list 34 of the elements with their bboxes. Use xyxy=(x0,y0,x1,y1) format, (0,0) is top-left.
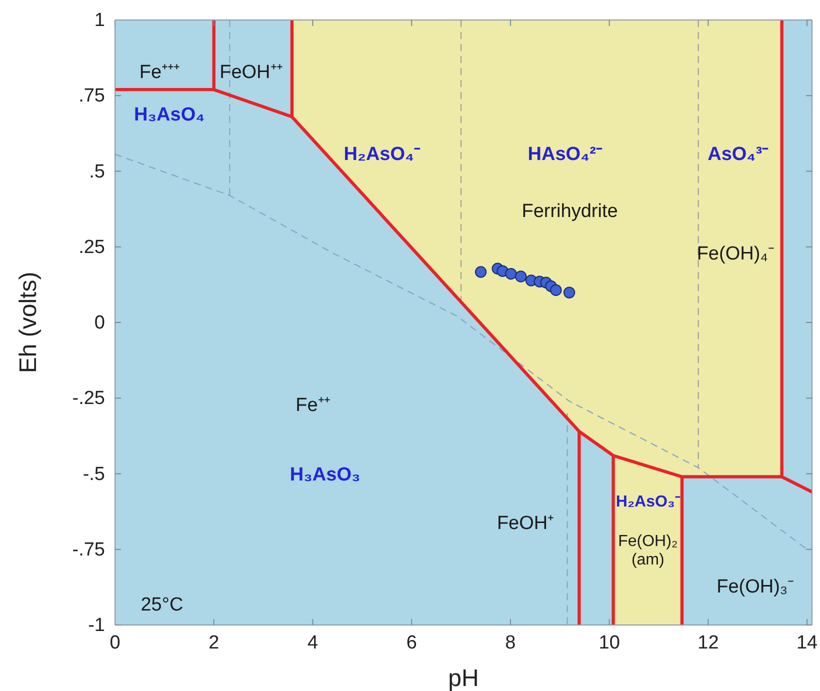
annotation: Fe⁺⁺ xyxy=(296,394,330,416)
y-tick-label: .25 xyxy=(78,236,105,258)
y-tick-label: -.25 xyxy=(72,388,105,410)
annotation: Fe⁺⁺⁺ xyxy=(139,62,180,84)
x-tick-label: 6 xyxy=(406,632,417,654)
x-tick-label: 0 xyxy=(110,632,120,654)
x-tick-label: 10 xyxy=(598,632,620,654)
x-tick-label: 8 xyxy=(505,632,516,654)
y-tick-label: -1 xyxy=(88,615,105,636)
y-tick-label: -.75 xyxy=(72,539,105,560)
y-tick-label: 1 xyxy=(94,10,105,32)
y-tick-label: .75 xyxy=(78,86,105,107)
x-axis-title: pH xyxy=(448,665,479,691)
y-axis-title: Eh (volts) xyxy=(15,272,42,374)
annotation: Fe(OH)₂ (am) xyxy=(618,532,678,568)
x-tick-label: 2 xyxy=(208,632,220,654)
annotation: Fe(OH)₄⁻ xyxy=(696,244,774,265)
y-tick-label: 0 xyxy=(94,312,105,334)
y-tick-label: -.5 xyxy=(82,464,105,485)
annotation: H₃AsO₃ xyxy=(290,464,360,486)
annotation: H₂AsO₄⁻ xyxy=(344,144,422,165)
x-tick-label: 14 xyxy=(796,632,818,654)
y-tick-label: .5 xyxy=(89,161,105,182)
annotation: H₂AsO₃⁻ xyxy=(616,494,681,511)
annotation: 25°C xyxy=(140,594,184,616)
annotation: HAsO₄²⁻ xyxy=(528,144,603,165)
annotation: H₃AsO₄ xyxy=(134,104,205,126)
x-tick-label: 4 xyxy=(307,632,318,654)
annotation: FeOH⁺ xyxy=(496,512,554,534)
annotation: Fe(OH)₃⁻ xyxy=(716,576,794,598)
annotation: FeOH⁺⁺ xyxy=(220,62,282,84)
annotation: Ferrihydrite xyxy=(522,201,618,222)
annotation: AsO₄³⁻ xyxy=(708,144,770,165)
x-tick-label: 12 xyxy=(698,632,719,654)
